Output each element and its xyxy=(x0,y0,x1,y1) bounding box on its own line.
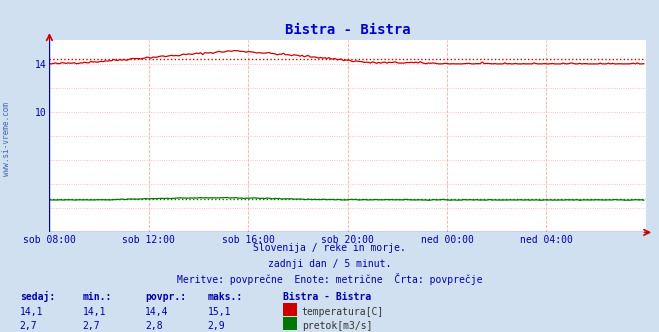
Text: Bistra - Bistra: Bistra - Bistra xyxy=(283,292,372,302)
Text: povpr.:: povpr.: xyxy=(145,292,186,302)
Text: 2,9: 2,9 xyxy=(208,321,225,331)
Title: Bistra - Bistra: Bistra - Bistra xyxy=(285,23,411,37)
Text: 14,1: 14,1 xyxy=(20,307,43,317)
Text: zadnji dan / 5 minut.: zadnji dan / 5 minut. xyxy=(268,259,391,269)
Text: temperatura[C]: temperatura[C] xyxy=(302,307,384,317)
Text: Slovenija / reke in morje.: Slovenija / reke in morje. xyxy=(253,243,406,253)
Text: 2,8: 2,8 xyxy=(145,321,163,331)
Text: 14,1: 14,1 xyxy=(82,307,106,317)
Text: maks.:: maks.: xyxy=(208,292,243,302)
Text: 15,1: 15,1 xyxy=(208,307,231,317)
Text: min.:: min.: xyxy=(82,292,112,302)
Text: sedaj:: sedaj: xyxy=(20,291,55,302)
Text: www.si-vreme.com: www.si-vreme.com xyxy=(2,103,11,176)
Text: pretok[m3/s]: pretok[m3/s] xyxy=(302,321,372,331)
Text: 2,7: 2,7 xyxy=(82,321,100,331)
Text: 14,4: 14,4 xyxy=(145,307,169,317)
Text: Meritve: povprečne  Enote: metrične  Črta: povprečje: Meritve: povprečne Enote: metrične Črta:… xyxy=(177,273,482,285)
Text: 2,7: 2,7 xyxy=(20,321,38,331)
